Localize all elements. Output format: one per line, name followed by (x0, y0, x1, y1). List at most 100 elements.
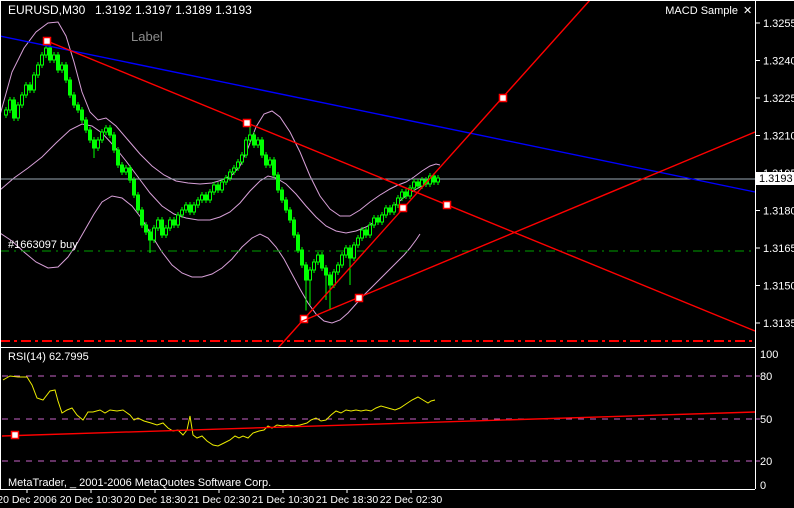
candle (404, 189, 408, 199)
candle (48, 45, 52, 63)
bear-candle-body (12, 99, 16, 119)
rsi-scale-label: 80 (760, 371, 772, 383)
bull-candle-body (256, 139, 260, 146)
bear-candle-body (172, 219, 176, 226)
bear-candle-body (88, 129, 92, 141)
red-descending-trendline-anchor-square[interactable] (242, 118, 252, 128)
bull-candle-body (104, 127, 108, 133)
candle (136, 192, 140, 213)
bear-candle-body (348, 247, 352, 259)
trendline-objects (0, 0, 756, 349)
time-tick-label: 20 Dec 10:30 (60, 494, 123, 506)
candle (80, 107, 84, 123)
candle (168, 217, 172, 231)
candle (336, 262, 340, 275)
candle (372, 215, 376, 228)
bull-candle-body (156, 219, 160, 229)
bear-candle-body (280, 189, 284, 201)
candle (316, 252, 320, 265)
candle (60, 62, 64, 73)
bear-candle-body (68, 79, 72, 96)
bull-candle-body (4, 109, 8, 116)
bull-candle-body (192, 204, 196, 213)
bull-candle-body (412, 181, 416, 189)
red-descending-trendline-anchor-square[interactable] (42, 36, 52, 46)
bull-candle-body (164, 227, 168, 236)
price-tag-box (756, 172, 794, 185)
bear-candle-body (84, 119, 88, 131)
red-steep-ascending-trendline-anchor-square[interactable] (398, 203, 408, 213)
candle (36, 62, 40, 78)
bear-candle-body (56, 54, 60, 71)
bull-candle-body (400, 191, 404, 199)
bear-candle-body (144, 224, 148, 233)
bull-candle-body (408, 187, 412, 197)
bear-candle-body (304, 264, 308, 281)
candle (272, 157, 276, 178)
rsi-scale-label: 50 (760, 414, 772, 426)
bear-candle-body (216, 184, 220, 191)
bull-candle-body (36, 64, 40, 76)
candle (104, 125, 108, 135)
candle (204, 192, 208, 203)
candle (400, 189, 404, 201)
bear-candle-body (148, 231, 152, 241)
candle (280, 187, 284, 203)
bear-candle-body (288, 209, 292, 221)
bull-candle-body (124, 167, 128, 173)
red-steep-ascending-trendline[interactable] (277, 0, 591, 349)
price-tick-label: 1.3165 (763, 243, 794, 255)
candle (176, 212, 180, 228)
candle (184, 202, 188, 213)
candle (360, 227, 364, 241)
bear-candle-body (432, 175, 436, 183)
bull-candle-body (32, 74, 36, 91)
time-tick-label: 20 Dec 18:30 (124, 494, 187, 506)
red-shallow-ascending-trendline[interactable] (299, 131, 756, 323)
bear-candle-body (264, 154, 268, 166)
bear-candle-body (188, 204, 192, 213)
red-descending-trendline[interactable] (46, 40, 756, 332)
bull-candle-body (344, 247, 348, 256)
rsi-red-trendline[interactable] (1, 411, 756, 437)
bull-candle-body (356, 237, 360, 246)
red-descending-trendline-anchor-square[interactable] (442, 200, 452, 210)
candle (196, 197, 200, 208)
close-icon[interactable]: ✕ (743, 5, 752, 17)
price-tick-label: 1.3150 (763, 281, 794, 293)
blue-trendline[interactable] (0, 35, 756, 193)
candle (244, 137, 248, 158)
rsi-red-trendline-anchor-square[interactable] (10, 430, 20, 440)
bear-candle-body (404, 191, 408, 197)
candle (16, 102, 20, 121)
candle (140, 207, 144, 228)
floating-text-label[interactable]: Label (131, 29, 163, 44)
red-shallow-ascending-trendline-anchor-square[interactable] (354, 293, 364, 303)
bull-candle-body (380, 214, 384, 223)
candle (116, 147, 120, 168)
bull-candle-body (228, 171, 232, 179)
candle (84, 117, 88, 133)
candle (24, 82, 28, 98)
candle (248, 125, 252, 143)
bear-candle-body (300, 249, 304, 266)
bear-candle-body (272, 159, 276, 176)
candle (100, 129, 104, 143)
time-axis[interactable]: 20 Dec 2006 20 Dec 10:30 20 Dec 18:30 21 De… (0, 489, 442, 506)
bear-candle-body (292, 219, 296, 236)
bear-candle-body (388, 207, 392, 213)
candle (252, 132, 256, 148)
candle (160, 217, 164, 238)
candle (364, 227, 368, 238)
bear-candle-body (284, 199, 288, 211)
candle (108, 125, 112, 138)
bull-candle-body (220, 181, 224, 191)
bear-candle-body (324, 267, 328, 276)
candle (20, 92, 24, 108)
candle (268, 157, 272, 168)
candle (408, 185, 412, 199)
bull-candle-body (392, 204, 396, 213)
current-price-tag: 1.3193 (756, 172, 794, 185)
red-steep-ascending-trendline-anchor-square[interactable] (498, 93, 508, 103)
bull-candle-body (212, 184, 216, 193)
